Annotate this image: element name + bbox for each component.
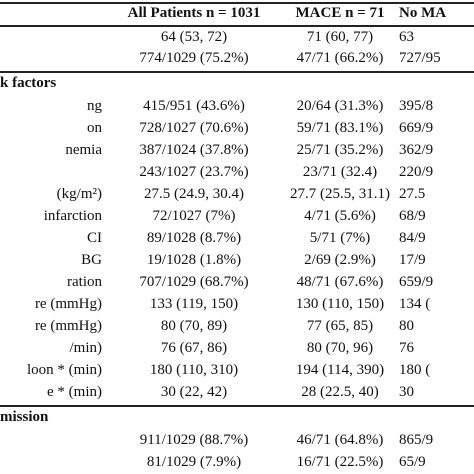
all-patients-value: 180 (110, 310) [149,362,239,378]
mace-value: 23/71 (32.4) [302,164,378,180]
row-label: ration [67,274,102,290]
header-mace: MACE n = 71 [295,5,385,21]
table-row: 81/1029 (7.9%) 16/71 (22.5%) 65/9 [0,452,474,473]
mace-value: 130 (110, 150) [295,296,385,312]
all-patients-value: 76 (67, 86) [160,340,228,356]
all-patients-value: 80 (70, 89) [160,318,228,334]
section-title: mission [0,409,49,425]
no-mace-value: 134 ( [399,296,431,312]
table-row: ration 707/1029 (68.7%) 48/71 (67.6%) 65… [0,272,474,293]
table-header-row: All Patients n = 1031 MACE n = 71 No MA [0,3,474,24]
all-patients-value: 415/951 (43.6%) [143,98,245,114]
all-patients-value: 911/1029 (88.7%) [139,432,249,448]
header-no-mace: No MA [399,5,447,21]
top-rule [0,2,474,4]
section-rule [0,71,474,73]
table-row: e * (min) 30 (22, 42) 28 (22.5, 40) 30 [0,382,474,403]
table-row: infarction 72/1027 (7%) 4/71 (5.6%) 68/9 [0,206,474,227]
no-mace-value: 30 [399,384,414,400]
mace-value: 4/71 (5.6%) [304,208,376,224]
no-mace-value: 76 [399,340,414,356]
mace-value: 80 (70, 96) [306,340,374,356]
table-row: (kg/m²) 27.5 (24.9, 30.4) 27.7 (25.5, 31… [0,184,474,205]
row-label: loon * (min) [27,362,102,378]
section-header-risk-factors: k factors [0,73,474,94]
no-mace-value: 27.5 [399,186,426,202]
all-patients-value: 72/1027 (7%) [152,208,236,224]
all-patients-value: 89/1028 (8.7%) [146,230,242,246]
table-row: 243/1027 (23.7%) 23/71 (32.4) 220/9 [0,162,474,183]
all-patients-value: 243/1027 (23.7%) [139,164,249,180]
no-mace-value: 865/9 [399,432,434,448]
table-row: 64 (53, 72) 71 (60, 77) 63 [0,27,474,48]
all-patients-value: 19/1028 (1.8%) [146,252,242,268]
no-mace-value: 362/9 [399,142,434,158]
all-patients-value: 133 (119, 150) [149,296,239,312]
mace-value: 25/71 (35.2%) [296,142,384,158]
mace-value: 48/71 (67.6%) [296,274,384,290]
row-label: e * (min) [47,384,102,400]
no-mace-value: 65/9 [399,454,426,470]
row-label: /min) [69,340,103,356]
table-row: nemia 387/1024 (37.8%) 25/71 (35.2%) 362… [0,140,474,161]
row-label: nemia [65,142,102,158]
no-mace-value: 727/95 [399,50,441,66]
table-row: 774/1029 (75.2%) 47/71 (66.2%) 727/95 [0,48,474,69]
row-label: re (mmHg) [34,318,102,334]
section-header-admission: mission [0,407,474,428]
no-mace-value: 220/9 [399,164,434,180]
table-row: loon * (min) 180 (110, 310) 194 (114, 39… [0,360,474,381]
no-mace-value: 395/8 [399,98,434,114]
mace-value: 28 (22.5, 40) [301,384,379,400]
table-row: re (mmHg) 133 (119, 150) 130 (110, 150) … [0,294,474,315]
section-rule [0,405,474,407]
row-label: on [87,120,102,136]
all-patients-value: 27.5 (24.9, 30.4) [144,186,244,202]
all-patients-value: 707/1029 (68.7%) [139,274,249,290]
table-row: CI 89/1028 (8.7%) 5/71 (7%) 84/9 [0,228,474,249]
mace-value: 27.7 (25.5, 31.1) [290,186,390,202]
all-patients-value: 774/1029 (75.2%) [139,50,249,66]
all-patients-value: 30 (22, 42) [160,384,228,400]
mace-value: 20/64 (31.3%) [296,98,384,114]
no-mace-value: 17/9 [399,252,426,268]
all-patients-value: 728/1027 (70.6%) [139,120,249,136]
all-patients-value: 64 (53, 72) [160,29,228,45]
row-label: re (mmHg) [34,296,102,312]
header-all-patients: All Patients n = 1031 [127,5,261,21]
table-row: /min) 76 (67, 86) 80 (70, 96) 76 [0,338,474,359]
row-label: ng [87,98,102,114]
mace-value: 2/69 (2.9%) [304,252,376,268]
all-patients-value: 81/1029 (7.9%) [146,454,242,470]
mace-value: 46/71 (64.8%) [296,432,384,448]
table-row: BG 19/1028 (1.8%) 2/69 (2.9%) 17/9 [0,250,474,271]
no-mace-value: 68/9 [399,208,426,224]
header-rule [0,25,474,27]
table-row: on 728/1027 (70.6%) 59/71 (83.1%) 669/9 [0,118,474,139]
mace-value: 59/71 (83.1%) [296,120,384,136]
section-title: k factors [0,75,57,91]
no-mace-value: 180 ( [399,362,431,378]
no-mace-value: 63 [399,29,414,45]
no-mace-value: 669/9 [399,120,434,136]
row-label: BG [81,252,102,268]
no-mace-value: 84/9 [399,230,426,246]
mace-value: 47/71 (66.2%) [296,50,384,66]
row-label: infarction [43,208,102,224]
no-mace-value: 659/9 [399,274,434,290]
mace-value: 194 (114, 390) [295,362,385,378]
no-mace-value: 80 [399,318,414,334]
table-row: 911/1029 (88.7%) 46/71 (64.8%) 865/9 [0,430,474,451]
all-patients-value: 387/1024 (37.8%) [139,142,249,158]
row-label: CI [87,230,102,246]
table-row: ng 415/951 (43.6%) 20/64 (31.3%) 395/8 [0,96,474,117]
mace-value: 16/71 (22.5%) [296,454,384,470]
row-label: (kg/m²) [56,186,102,202]
mace-value: 77 (65, 85) [306,318,374,334]
mace-value: 71 (60, 77) [306,29,374,45]
mace-value: 5/71 (7%) [309,230,371,246]
table-row: re (mmHg) 80 (70, 89) 77 (65, 85) 80 [0,316,474,337]
